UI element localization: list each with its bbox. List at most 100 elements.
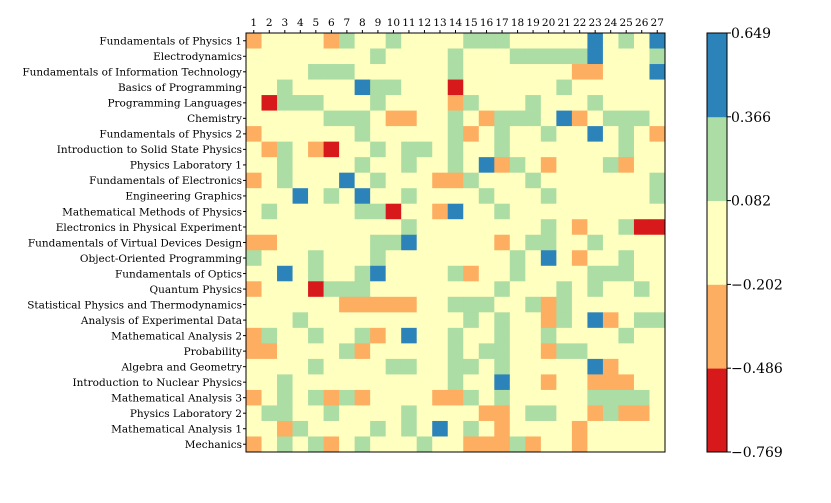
heatmap-cell <box>633 110 650 127</box>
heatmap-cell <box>587 374 604 391</box>
heatmap-cell <box>618 250 635 267</box>
heatmap-cell <box>525 95 542 111</box>
heatmap-cell <box>354 79 371 96</box>
heatmap-cell <box>339 141 355 158</box>
heatmap-cell <box>602 281 619 298</box>
column-tick-label: 22 <box>573 17 586 29</box>
heatmap-cell <box>277 48 293 65</box>
heatmap-cell <box>509 64 526 80</box>
heatmap-cell <box>354 281 371 298</box>
heatmap-cell <box>432 343 449 360</box>
heatmap-cell <box>494 203 511 220</box>
heatmap-cell <box>540 172 557 189</box>
heatmap-cell <box>277 64 293 80</box>
row-tick-label: Engineering Graphics <box>125 191 242 203</box>
heatmap-cell <box>323 157 340 174</box>
heatmap-cell <box>432 95 449 111</box>
heatmap-cell <box>587 110 604 127</box>
heatmap-cell <box>463 188 480 205</box>
heatmap-cell <box>447 405 464 422</box>
heatmap-cell <box>261 157 278 174</box>
heatmap-cell <box>618 141 635 158</box>
heatmap-cell <box>354 420 371 437</box>
heatmap-cell <box>370 389 387 406</box>
heatmap-cell <box>478 172 495 189</box>
heatmap-cell <box>463 405 480 422</box>
heatmap-cell <box>416 95 433 111</box>
heatmap-cell <box>370 312 387 329</box>
heatmap-cell <box>571 219 588 236</box>
heatmap-cell <box>478 141 495 158</box>
heatmap-cell <box>587 296 604 313</box>
heatmap-cell <box>432 33 449 49</box>
heatmap-cell <box>308 374 324 391</box>
heatmap-cell <box>494 234 511 251</box>
heatmap-cell <box>540 327 557 344</box>
heatmap-cell <box>308 172 324 189</box>
heatmap-cell <box>308 64 324 80</box>
heatmap-cell <box>649 141 666 158</box>
heatmap-cell <box>571 420 588 437</box>
heatmap-cell <box>447 141 464 158</box>
column-tick-label: 27 <box>651 17 664 29</box>
heatmap-cell <box>354 141 371 158</box>
heatmap-cell <box>649 327 666 344</box>
heatmap-cell <box>432 219 449 236</box>
heatmap-cell <box>618 33 635 49</box>
heatmap-cell <box>385 157 402 174</box>
heatmap-cell <box>401 48 418 65</box>
heatmap-cell <box>633 405 650 422</box>
heatmap-cell <box>323 48 340 65</box>
heatmap-cell <box>385 110 402 127</box>
heatmap-cell <box>246 234 262 251</box>
heatmap-cell <box>416 157 433 174</box>
heatmap-cell <box>432 141 449 158</box>
heatmap-cell <box>649 188 666 205</box>
heatmap-cell <box>509 296 526 313</box>
heatmap-cell <box>323 374 340 391</box>
heatmap-cell <box>323 358 340 375</box>
heatmap-cell <box>478 219 495 236</box>
heatmap-cell <box>587 250 604 267</box>
heatmap-cell <box>540 312 557 329</box>
heatmap-cell <box>618 436 635 453</box>
heatmap-cell <box>277 358 293 375</box>
heatmap-cell <box>556 64 573 80</box>
heatmap-cell <box>246 420 262 437</box>
heatmap-cell <box>292 188 309 205</box>
column-tick-label: 1 <box>250 17 257 29</box>
heatmap-cell <box>494 358 511 375</box>
heatmap-cell <box>401 172 418 189</box>
heatmap-cell <box>509 157 526 174</box>
heatmap-cell <box>292 358 309 375</box>
heatmap-cell <box>354 95 371 111</box>
heatmap-cell <box>447 110 464 127</box>
heatmap-cell <box>633 79 650 96</box>
heatmap-cell <box>447 436 464 453</box>
heatmap-cell <box>494 172 511 189</box>
row-tick-label: Fundamentals of Information Technology <box>22 67 242 79</box>
heatmap-cell <box>323 126 340 142</box>
colorbar-segment <box>707 33 727 118</box>
heatmap-cell <box>246 374 262 391</box>
heatmap-cell <box>416 219 433 236</box>
heatmap-cell <box>308 343 324 360</box>
heatmap-cell <box>540 389 557 406</box>
heatmap-cell <box>323 95 340 111</box>
heatmap-cell <box>246 296 262 313</box>
heatmap-cell <box>618 234 635 251</box>
heatmap-cell <box>649 265 666 282</box>
heatmap-cell <box>432 358 449 375</box>
heatmap-cell <box>587 219 604 236</box>
heatmap-cell <box>432 172 449 189</box>
heatmap-cell <box>540 95 557 111</box>
heatmap-cell <box>463 327 480 344</box>
heatmap-cell <box>354 312 371 329</box>
heatmap-cell <box>525 312 542 329</box>
heatmap-cell <box>385 436 402 453</box>
heatmap-cell <box>323 389 340 406</box>
heatmap-cell <box>401 358 418 375</box>
heatmap-cell <box>385 48 402 65</box>
heatmap-cell <box>385 296 402 313</box>
heatmap-cell <box>447 172 464 189</box>
